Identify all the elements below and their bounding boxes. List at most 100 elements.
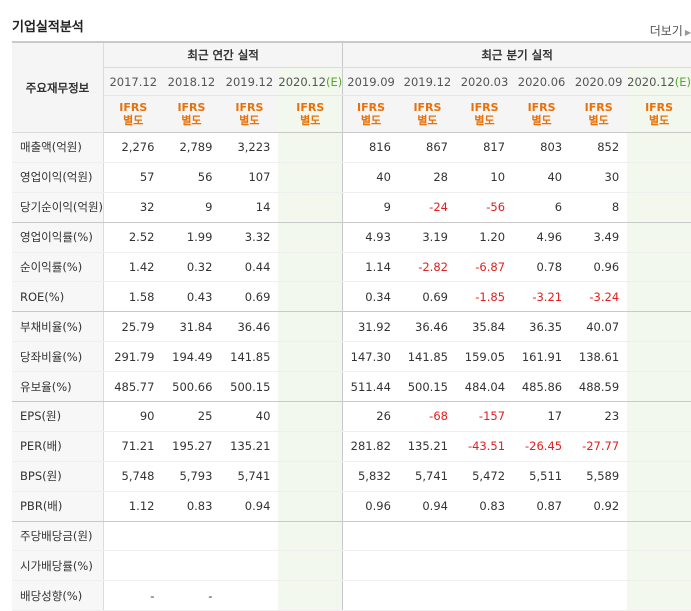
table-row: PER(배) 71.21 195.27 135.21 281.82 135.21 -43.5… [12,431,691,462]
period-header: 2019.12 [398,67,456,96]
section-title: 기업실적분석 [12,20,84,35]
table-cell: 31.92 [342,311,399,343]
table-cell: 484.04 [455,371,514,403]
table-cell [278,192,343,223]
table-cell: 40 [342,162,399,193]
table-cell: 0.69 [398,281,456,313]
row-label: BPS(원) [12,461,105,492]
table-cell [513,521,571,552]
table-row: 유보율(%) 485.77 500.66 500.15 511.44 500.15 484.… [12,371,691,403]
table-cell: 0.94 [398,491,456,522]
table-cell: 0.83 [455,491,514,522]
table-cell: 0.96 [342,491,399,522]
period-header: 2020.09 [570,67,628,96]
table-cell: 141.85 [220,341,279,373]
table-cell [455,521,514,552]
table-cell [627,222,691,253]
table-cell [627,401,691,432]
table-cell: 36.46 [398,311,456,343]
table-cell: 5,472 [455,461,514,492]
table-cell: 511.44 [342,371,399,403]
table-cell: 23 [570,401,628,432]
table-cell: -6.87 [455,252,514,283]
ifrs-basis-label: IFRS 별도 [455,95,514,133]
table-cell: 40 [220,401,279,432]
table-cell: 1.20 [455,222,514,253]
table-cell [570,550,628,582]
table-cell: 0.92 [570,491,628,522]
table-cell: -27.77 [570,431,628,462]
period-header: 2020.03 [455,67,514,96]
table-cell [342,521,399,552]
table-cell: 40 [513,162,571,193]
corner-label: 주요재무정보 [12,42,105,133]
table-cell [342,550,399,582]
table-cell: 0.96 [570,252,628,283]
table-cell [398,521,456,552]
table-cell: 5,741 [220,461,279,492]
table-cell [278,371,343,403]
table-cell [278,222,343,253]
table-cell [103,550,163,582]
ifrs-basis-label: IFRS 별도 [278,95,343,133]
table-cell: 0.43 [162,281,221,313]
table-cell [398,580,456,611]
table-cell: 135.21 [220,431,279,462]
table-cell [278,580,343,611]
table-cell [627,521,691,552]
chevron-right-icon: ▶ [684,28,691,37]
table-cell: - [162,580,221,611]
table-cell: 803 [513,132,571,163]
table-cell: 194.49 [162,341,221,373]
ifrs-basis-label: IFRS 별도 [162,95,221,133]
table-cell [627,252,691,283]
table-cell: 816 [342,132,399,163]
table-cell: 31.84 [162,311,221,343]
table-cell: 0.32 [162,252,221,283]
row-label: 순이익률(%) [12,252,105,283]
table-cell: 281.82 [342,431,399,462]
quarterly-group-header: 최근 분기 실적 [342,42,691,68]
period-header: 2019.12 [220,67,279,96]
table-cell [627,431,691,462]
table-cell [627,341,691,373]
row-label: 당기순이익(억원) [12,192,105,223]
table-cell: 867 [398,132,456,163]
table-cell: 30 [570,162,628,193]
table-cell: 0.34 [342,281,399,313]
more-link[interactable]: 더보기 ▶ [650,22,691,39]
table-row: 당기순이익(억원) 32 9 14 9 -24 -56 6 8 [12,192,691,223]
table-row: 순이익률(%) 1.42 0.32 0.44 1.14 -2.82 -6.87 0.78 0.9… [12,252,691,283]
period-header: 2019.09 [342,67,399,96]
table-cell: 10 [455,162,514,193]
table-cell: 5,748 [103,461,163,492]
table-cell: -3.21 [513,281,571,313]
table-cell [278,341,343,373]
row-label: 유보율(%) [12,371,105,403]
table-cell [278,162,343,193]
table-cell: 138.61 [570,341,628,373]
row-label: PBR(배) [12,491,105,522]
more-label: 더보기 [649,24,683,38]
table-row: 매출액(억원) 2,276 2,789 3,223 816 867 817 803 852 [12,132,691,163]
table-cell [278,281,343,313]
ifrs-basis-label: IFRS 별도 [220,95,279,133]
table-cell [513,550,571,582]
table-cell: 2,276 [103,132,163,163]
annual-group-header: 최근 연간 실적 [103,42,343,68]
table-cell [398,550,456,582]
table-cell [627,132,691,163]
table-cell: 817 [455,132,514,163]
table-cell [220,550,279,582]
table-cell: -24 [398,192,456,223]
table-cell: -43.51 [455,431,514,462]
table-cell: 56 [162,162,221,193]
table-cell [627,461,691,492]
table-cell [162,550,221,582]
table-cell [278,550,343,582]
table-cell [627,281,691,313]
table-cell: 14 [220,192,279,223]
table-cell: 500.15 [398,371,456,403]
row-label: EPS(원) [12,401,105,432]
table-cell: 17 [513,401,571,432]
